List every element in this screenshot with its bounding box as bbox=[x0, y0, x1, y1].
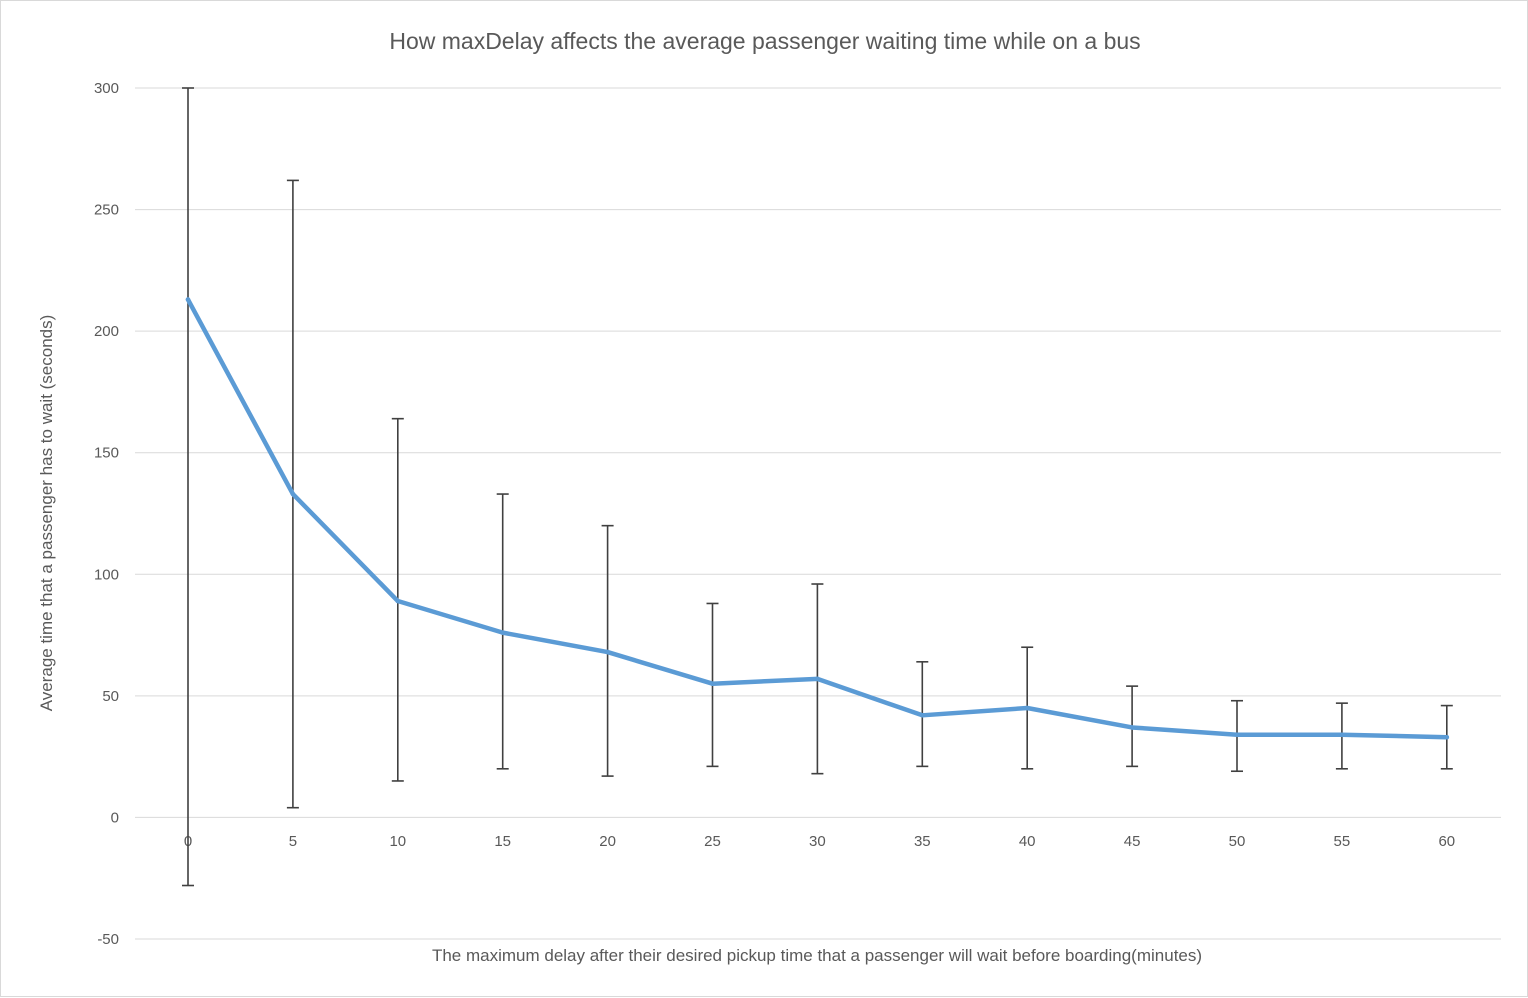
x-tick-label: 20 bbox=[599, 833, 616, 850]
data-point bbox=[290, 491, 296, 497]
y-axis-ticks: -50 0 50 100 150 200 250 300 bbox=[94, 80, 119, 948]
data-point bbox=[1234, 732, 1240, 738]
x-tick-label: 15 bbox=[494, 833, 511, 850]
x-tick-label: 45 bbox=[1124, 833, 1141, 850]
data-point bbox=[1339, 732, 1345, 738]
gridlines bbox=[135, 87, 1501, 940]
data-point bbox=[815, 676, 820, 682]
y-tick-label: 50 bbox=[102, 688, 119, 705]
x-tick-label: 35 bbox=[914, 833, 931, 850]
x-tick-label: 30 bbox=[809, 833, 826, 850]
x-tick-label: 10 bbox=[389, 833, 406, 850]
x-tick-label: 55 bbox=[1334, 833, 1351, 850]
x-tick-label: 5 bbox=[289, 833, 297, 850]
x-tick-label: 60 bbox=[1438, 833, 1455, 850]
data-point bbox=[395, 598, 401, 604]
error-bars bbox=[182, 87, 1453, 887]
data-point bbox=[710, 681, 715, 686]
y-tick-label: 100 bbox=[94, 566, 119, 583]
y-axis-title: Average time that a passenger has to wai… bbox=[37, 315, 56, 712]
data-point bbox=[185, 297, 191, 302]
y-tick-label: -50 bbox=[97, 931, 119, 948]
y-tick-label: 150 bbox=[94, 445, 119, 462]
data-point bbox=[1129, 725, 1135, 730]
data-point bbox=[605, 649, 610, 655]
series-layer bbox=[185, 297, 1450, 740]
x-tick-label: 50 bbox=[1229, 833, 1246, 850]
x-axis-title: The maximum delay after their desired pi… bbox=[432, 946, 1202, 965]
data-point bbox=[1024, 705, 1030, 711]
data-point bbox=[920, 713, 925, 718]
x-tick-label: 25 bbox=[704, 833, 721, 850]
y-tick-label: 300 bbox=[94, 80, 119, 97]
y-tick-label: 250 bbox=[94, 202, 119, 219]
y-tick-label: 0 bbox=[111, 809, 119, 826]
data-point bbox=[500, 630, 506, 635]
x-tick-label: 40 bbox=[1019, 833, 1036, 850]
data-point bbox=[1444, 734, 1450, 740]
y-tick-label: 200 bbox=[94, 323, 119, 340]
chart-title: How maxDelay affects the average passeng… bbox=[389, 28, 1140, 54]
